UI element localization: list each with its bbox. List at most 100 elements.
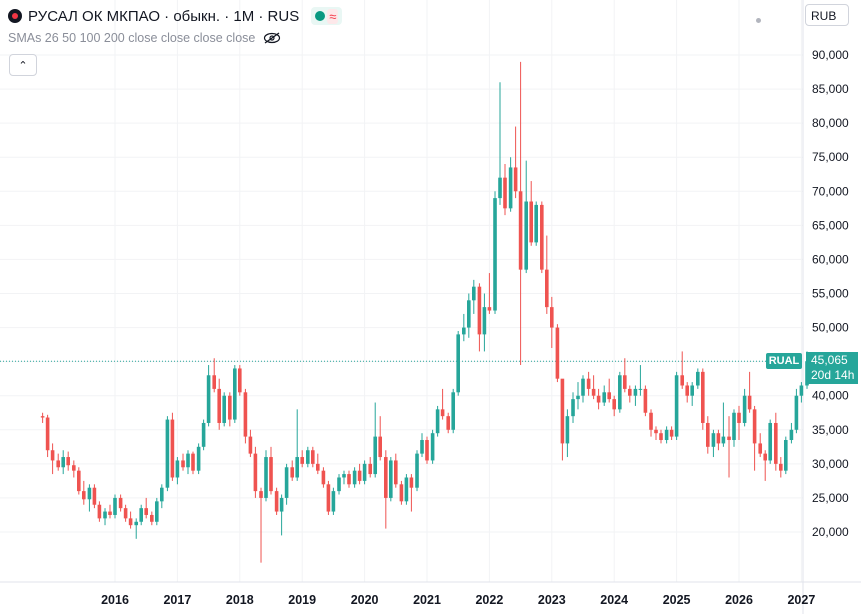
candle-body[interactable] (56, 460, 61, 468)
candle-body[interactable] (45, 417, 50, 451)
candle-body[interactable] (384, 457, 388, 498)
candle-body[interactable] (274, 491, 279, 512)
candle-body[interactable] (721, 436, 726, 444)
candle-body[interactable] (456, 334, 460, 393)
candle-body[interactable] (222, 395, 226, 423)
collapse-legend-button[interactable]: ⌃ (9, 54, 37, 76)
candle-body[interactable] (503, 177, 507, 209)
candle-body[interactable] (674, 375, 679, 437)
candle-body[interactable] (618, 375, 622, 410)
candle-body[interactable] (565, 416, 570, 444)
candle-body[interactable] (394, 460, 398, 485)
settings-dot-icon[interactable] (756, 18, 761, 23)
candle-body[interactable] (347, 474, 351, 485)
candle-body[interactable] (623, 375, 627, 389)
candle-body[interactable] (602, 392, 607, 403)
candle-body[interactable] (633, 388, 638, 396)
candle-body[interactable] (284, 467, 289, 498)
candle-body[interactable] (763, 453, 768, 461)
candle-body[interactable] (774, 422, 778, 464)
candle-body[interactable] (482, 307, 487, 335)
candle-body[interactable] (711, 433, 716, 447)
candle-body[interactable] (378, 436, 382, 458)
candle-body[interactable] (654, 429, 658, 434)
candle-body[interactable] (664, 429, 669, 441)
candle-body[interactable] (66, 457, 70, 466)
indicator-label[interactable]: SMAs 26 50 100 200 close close close clo… (8, 31, 256, 45)
candle-body[interactable] (40, 416, 45, 418)
candle-body[interactable] (144, 508, 148, 515)
candle-body[interactable] (472, 286, 476, 301)
candle-body[interactable] (321, 470, 326, 485)
candle-body[interactable] (61, 457, 66, 468)
candle-body[interactable] (337, 477, 341, 492)
candle-body[interactable] (794, 395, 799, 430)
candle-body[interactable] (596, 395, 601, 403)
candle-body[interactable] (643, 388, 648, 413)
candle-body[interactable] (128, 518, 133, 526)
candle-body[interactable] (150, 514, 154, 522)
candle-body[interactable] (331, 491, 336, 512)
candle-body[interactable] (425, 440, 429, 461)
candle-body[interactable] (758, 443, 763, 454)
candle-body[interactable] (103, 511, 107, 519)
candle-body[interactable] (389, 460, 393, 498)
candle-body[interactable] (160, 487, 164, 502)
eye-off-icon[interactable] (263, 32, 281, 44)
candle-body[interactable] (259, 491, 263, 498)
candle-body[interactable] (82, 491, 86, 500)
candle-body[interactable] (545, 269, 549, 308)
candle-body[interactable] (659, 433, 663, 441)
candle-body[interactable] (175, 460, 180, 478)
candle-body[interactable] (264, 457, 268, 498)
candle-body[interactable] (638, 388, 643, 390)
candle-body[interactable] (118, 497, 123, 509)
candle-body[interactable] (540, 204, 544, 270)
candle-body[interactable] (451, 392, 456, 430)
indicator-legend[interactable]: SMAs 26 50 100 200 close close close clo… (8, 31, 281, 45)
candle-body[interactable] (123, 508, 128, 519)
candle-body[interactable] (524, 201, 529, 270)
candle-body[interactable] (409, 477, 414, 488)
candle-body[interactable] (727, 436, 731, 441)
candle-body[interactable] (560, 378, 565, 444)
candle-body[interactable] (586, 378, 591, 389)
candle-body[interactable] (513, 167, 518, 192)
candle-body[interactable] (139, 508, 144, 522)
candle-body[interactable] (716, 433, 721, 444)
candle-body[interactable] (134, 521, 139, 526)
candle-body[interactable] (311, 450, 315, 464)
candle-body[interactable] (477, 286, 482, 335)
candle-body[interactable] (108, 511, 112, 515)
candle-body[interactable] (701, 371, 705, 423)
candle-body[interactable] (498, 177, 502, 199)
candle-body[interactable] (706, 422, 710, 447)
candle-body[interactable] (669, 429, 674, 437)
candle-body[interactable] (732, 412, 736, 441)
candle-body[interactable] (550, 307, 554, 328)
candle-body[interactable] (290, 467, 295, 478)
candle-body[interactable] (649, 412, 653, 430)
candle-body[interactable] (269, 457, 273, 492)
candle-body[interactable] (253, 453, 258, 492)
candle-body[interactable] (415, 453, 419, 488)
candle-body[interactable] (155, 501, 159, 522)
candle-body[interactable] (368, 463, 373, 475)
candle-body[interactable] (420, 440, 424, 454)
candle-body[interactable] (581, 378, 585, 396)
candle-body[interactable] (576, 395, 580, 400)
candle-body[interactable] (440, 409, 445, 417)
candle-body[interactable] (742, 395, 747, 423)
candle-body[interactable] (518, 191, 523, 270)
candle-body[interactable] (50, 450, 55, 461)
candle-body[interactable] (191, 453, 195, 471)
candle-body[interactable] (87, 487, 92, 500)
candle-body[interactable] (233, 368, 237, 420)
candle-body[interactable] (747, 395, 752, 410)
candle-body[interactable] (201, 422, 206, 447)
candle-body[interactable] (799, 385, 804, 396)
candle-body[interactable] (768, 422, 772, 461)
candle-body[interactable] (430, 433, 435, 461)
candle-body[interactable] (680, 375, 685, 386)
candle-body[interactable] (342, 474, 346, 478)
